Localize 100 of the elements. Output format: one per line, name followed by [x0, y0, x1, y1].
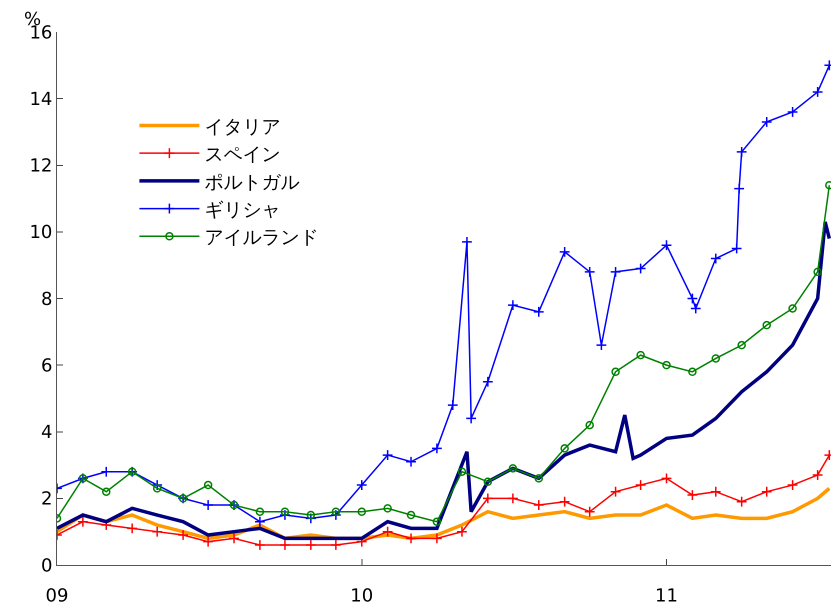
point [611, 368, 620, 376]
point [812, 86, 824, 98]
point [662, 360, 671, 370]
point [731, 242, 742, 254]
point [507, 492, 519, 504]
point [152, 526, 163, 538]
point [660, 240, 672, 251]
point [447, 399, 458, 411]
point [736, 146, 748, 158]
point [254, 516, 266, 528]
point [786, 106, 798, 118]
legend-label: ポルトガル [204, 171, 300, 194]
point [734, 182, 745, 194]
point [383, 504, 392, 513]
point [305, 512, 316, 524]
point [254, 539, 266, 551]
point [710, 486, 722, 498]
point [356, 479, 368, 491]
x-tick-label: 09 [46, 586, 68, 607]
point [610, 266, 622, 278]
point [761, 486, 772, 498]
point [461, 236, 473, 248]
point [559, 496, 570, 508]
point [559, 246, 570, 258]
point [660, 472, 672, 484]
y-tick-label: 14 [29, 88, 52, 110]
point [405, 456, 417, 468]
point [812, 469, 824, 481]
point [202, 536, 214, 548]
y-tick-label: 12 [29, 156, 52, 177]
point [736, 496, 748, 508]
x-tick-label: 11 [655, 586, 678, 607]
y-tick-label: 6 [40, 355, 52, 376]
point [761, 116, 772, 128]
point [508, 464, 518, 473]
x-tick-label: 10 [350, 586, 374, 607]
point [482, 492, 494, 504]
legend-label: イタリア [204, 116, 280, 138]
point [126, 522, 138, 534]
point [358, 507, 366, 516]
point [432, 517, 442, 526]
point [431, 532, 443, 544]
point [690, 302, 702, 314]
point [382, 449, 394, 461]
point [634, 262, 646, 274]
y-tick-label: 10 [29, 222, 52, 244]
point [710, 252, 722, 264]
point [636, 350, 645, 360]
point [482, 376, 494, 388]
point [813, 268, 822, 276]
point [204, 480, 212, 490]
point [560, 444, 569, 453]
point [686, 489, 698, 501]
legend-label: スペイン [204, 144, 280, 166]
point [280, 507, 290, 516]
point [228, 532, 240, 544]
legend-label: アイルランド [204, 226, 318, 249]
point [202, 499, 214, 511]
point [456, 526, 468, 538]
point [431, 442, 443, 454]
point [406, 510, 416, 520]
point [102, 487, 111, 496]
point [533, 499, 544, 511]
point [330, 539, 342, 551]
legend-label: ギリシャ [204, 198, 280, 221]
point [405, 532, 417, 544]
point [507, 300, 519, 311]
y-tick-label: 8 [40, 288, 52, 310]
point [332, 507, 340, 516]
point [634, 479, 646, 491]
point [786, 479, 798, 491]
point [534, 474, 544, 483]
point [762, 320, 771, 330]
point [305, 539, 316, 551]
y-tick-label: 2 [40, 488, 52, 510]
point [465, 412, 477, 424]
point [788, 304, 797, 313]
point [688, 368, 697, 376]
point [256, 507, 264, 516]
point [584, 506, 596, 518]
point [610, 486, 622, 498]
point [279, 509, 291, 521]
point [584, 266, 596, 278]
point [458, 467, 466, 476]
point [152, 479, 163, 491]
point [737, 340, 746, 350]
y-tick-label: 4 [40, 422, 52, 444]
point [330, 509, 342, 521]
point [382, 526, 394, 538]
point [585, 420, 594, 430]
point [152, 484, 162, 493]
y-tick-label: 0 [40, 555, 52, 576]
point [77, 516, 89, 528]
point [177, 529, 189, 541]
point [533, 306, 544, 318]
point [686, 292, 698, 304]
point [484, 477, 492, 486]
point [279, 539, 291, 551]
point [596, 339, 608, 351]
point [712, 354, 720, 363]
